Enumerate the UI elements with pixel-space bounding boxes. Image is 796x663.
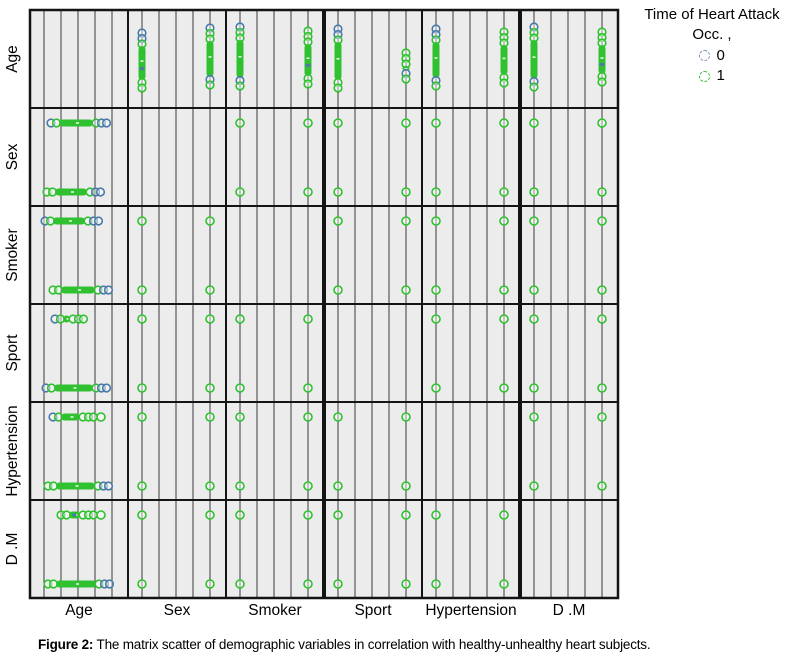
caption-text: The matrix scatter of demographic variab… — [93, 637, 651, 652]
y-axis-label-hypertension: Hypertension — [4, 405, 21, 497]
x-axis-label-sex: Sex — [163, 602, 191, 619]
caption-prefix: Figure 2: — [38, 637, 94, 652]
y-axis-label-dm: D .M — [4, 532, 21, 566]
legend-marker-0-icon — [698, 50, 710, 62]
figure-caption: Figure 2: The matrix scatter of demograp… — [38, 637, 782, 652]
legend-item-0: 0 — [628, 47, 796, 66]
legend: Time of Heart Attack Occ. , 0 1 — [628, 6, 796, 86]
x-axis-label-dm: D .M — [552, 602, 586, 619]
y-axis-label-age: Age — [4, 45, 21, 73]
y-axis-label-sex: Sex — [4, 143, 21, 171]
legend-marker-1-icon — [698, 71, 710, 83]
x-axis-label-hypertension: Hypertension — [425, 602, 517, 619]
x-axis-label-age: Age — [65, 602, 93, 619]
legend-subtitle: Occ. , — [692, 25, 732, 43]
legend-label-1: 1 — [716, 67, 725, 85]
y-axis-label-smoker: Smoker — [4, 228, 21, 282]
legend-title: Time of Heart Attack — [644, 6, 780, 23]
y-axis-label-sport: Sport — [4, 334, 21, 372]
x-axis-label-smoker: Smoker — [248, 602, 302, 619]
legend-item-1: 1 — [628, 67, 796, 86]
x-axis-label-sport: Sport — [354, 602, 392, 619]
legend-label-0: 0 — [716, 46, 725, 64]
